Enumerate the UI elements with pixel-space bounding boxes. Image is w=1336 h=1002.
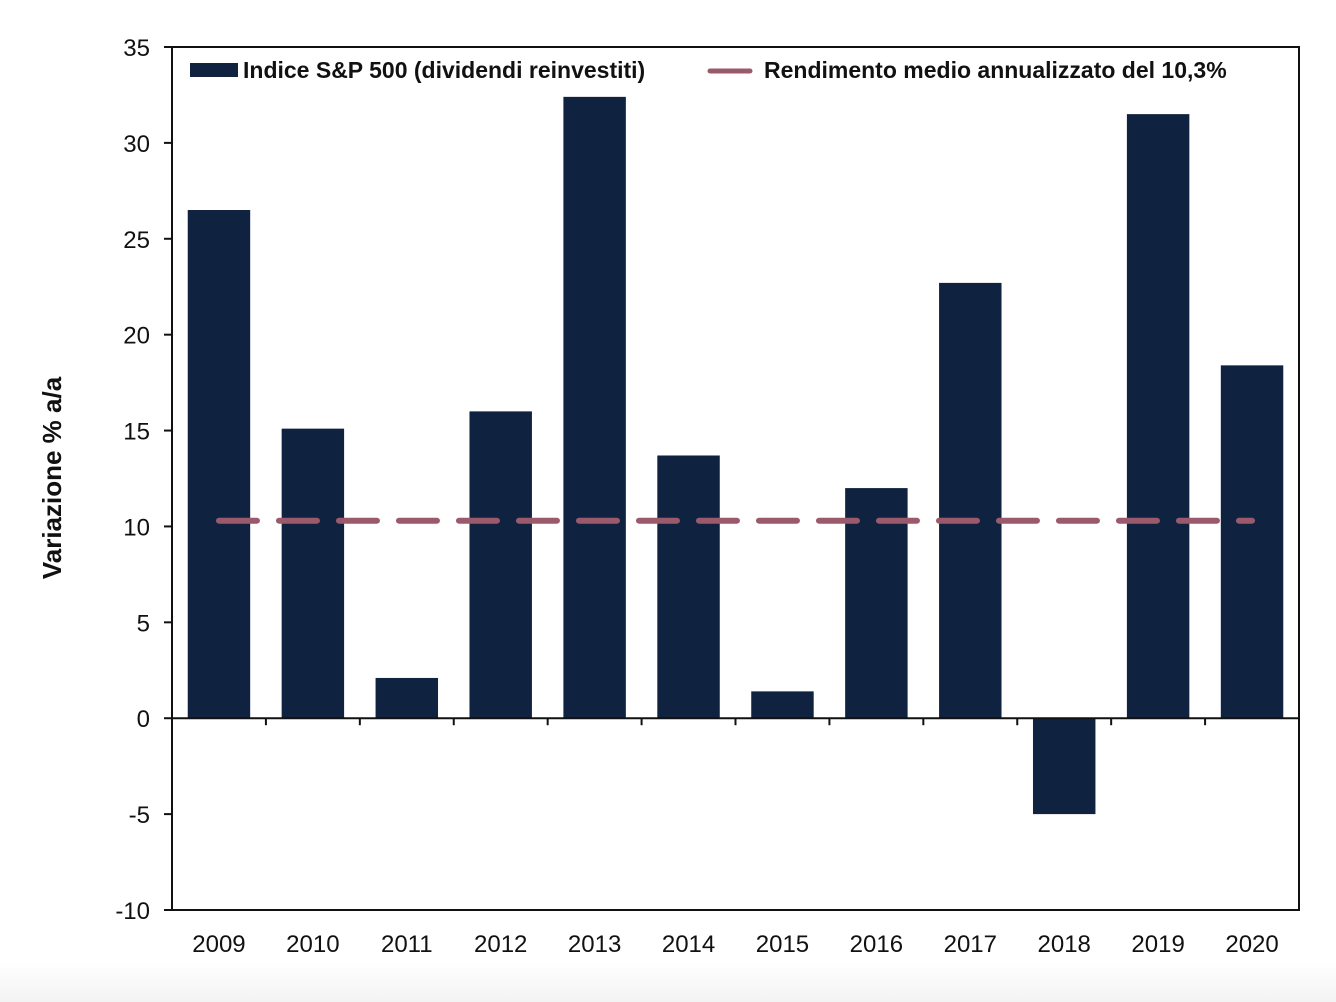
bottom-fade: [0, 962, 1336, 1002]
y-tick-label: -10: [115, 898, 150, 925]
bar-2010: [281, 428, 345, 719]
axes-group: [164, 46, 1299, 911]
x-tick-label: 2012: [474, 931, 527, 958]
x-tick-label: 2016: [850, 931, 903, 958]
x-tick-label: 2020: [1225, 931, 1278, 958]
bar-2009: [187, 210, 251, 719]
bar-2014: [657, 455, 720, 719]
y-tick-label: 35: [123, 35, 150, 62]
y-tick-label: 30: [123, 131, 150, 158]
plot-border: [171, 46, 1300, 911]
bar-2015: [751, 691, 814, 719]
y-tick-label: 5: [137, 610, 150, 637]
bar-2011: [375, 677, 439, 719]
y-tick-label: 10: [123, 514, 150, 541]
x-tick-label: 2018: [1038, 931, 1091, 958]
y-tick-label: 15: [123, 419, 150, 446]
bar-2017: [939, 282, 1002, 719]
x-tick-label: 2009: [192, 931, 245, 958]
y-tick-label: 25: [123, 227, 150, 254]
y-axis-label: Variazione % a/a: [37, 376, 67, 579]
legend: Indice S&P 500 (dividendi reinvestiti) R…: [190, 57, 1227, 83]
x-tick-label: 2010: [286, 931, 339, 958]
bar-2013: [563, 96, 626, 719]
x-tick-label: 2019: [1131, 931, 1184, 958]
x-tick-labels: 2009 2010 2011 2012 2013 2014 2015 2016 2017 2018…: [192, 931, 1278, 958]
bars-group: [187, 96, 1284, 815]
y-tick-labels: 35 30 25 20 15 10 5 0 -5 -10: [115, 35, 150, 925]
legend-label-bars: Indice S&P 500 (dividendi reinvestiti): [243, 57, 645, 83]
legend-label-average: Rendimento medio annualizzato del 10,3%: [764, 57, 1227, 83]
x-tick-label: 2011: [381, 931, 433, 958]
y-tick-label: -5: [129, 802, 150, 829]
y-tick-label: 20: [123, 323, 150, 350]
x-tick-label: 2013: [568, 931, 621, 958]
bar-2018: [1032, 718, 1096, 815]
x-tick-label: 2015: [756, 931, 809, 958]
plot-frame: [171, 46, 1300, 911]
bar-2012: [469, 411, 532, 719]
x-tick-label: 2017: [944, 931, 997, 958]
bar-2016: [845, 488, 908, 719]
bar-2019: [1126, 114, 1190, 719]
x-tick-label: 2014: [662, 931, 715, 958]
legend-swatch-bars: [190, 63, 238, 77]
y-tick-label: 0: [137, 706, 150, 733]
bar-2020: [1220, 365, 1284, 719]
